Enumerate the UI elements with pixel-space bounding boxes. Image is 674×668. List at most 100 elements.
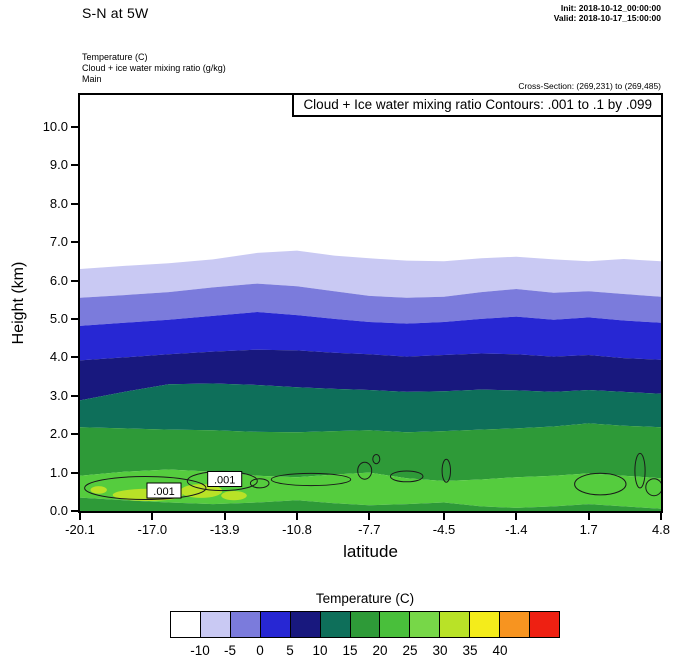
x-tick-label: -13.9 [209, 522, 240, 537]
colorbar-cell [170, 611, 201, 638]
valid-time: Valid: 2018-10-17_15:00:00 [553, 13, 661, 23]
temp-band-minus10-to-minus5C [80, 250, 661, 298]
x-tick-mark [79, 513, 81, 520]
x-tick-label: 1.7 [579, 522, 598, 537]
y-tick-mark [71, 394, 78, 397]
cloud-contour-line [389, 470, 424, 483]
cloud-contour-line [249, 478, 270, 489]
field-labels: Temperature (C) Cloud + ice water mixing… [82, 52, 226, 85]
y-tick-mark [71, 433, 78, 436]
y-tick-mark [71, 125, 78, 128]
x-tick-label: -17.0 [137, 522, 168, 537]
y-tick-label: 3.0 [49, 387, 68, 403]
y-tick-mark [71, 510, 78, 512]
colorbar-cell [469, 611, 501, 638]
colorbar-label: 35 [462, 643, 478, 658]
y-tick-label: 10.0 [42, 118, 68, 134]
y-tick-mark [71, 471, 78, 474]
colorbar-cell [319, 611, 351, 638]
warm-pocket-patch [180, 484, 223, 498]
cloud-contour-line [357, 461, 373, 480]
cloud-contour-line [372, 454, 381, 465]
y-tick-label: 7.0 [49, 234, 68, 250]
cloud-contour-line [270, 472, 352, 487]
field-label-cloud-mixing-ratio: Cloud + ice water mixing ratio (g/kg) [82, 63, 226, 73]
colorbar-cell [409, 611, 441, 638]
x-tick-label: -20.1 [65, 522, 95, 537]
colorbar-cell [439, 611, 471, 638]
colorbar-label: -10 [190, 643, 210, 658]
colorbar-cell [379, 611, 411, 638]
x-tick-label: -1.4 [505, 522, 528, 537]
colorbar-label: -5 [223, 643, 236, 658]
contour-label-box [146, 482, 182, 499]
x-tick-mark [296, 513, 298, 520]
colorbar-cell [199, 611, 231, 638]
y-tick-mark [71, 202, 78, 205]
x-tick-mark [151, 513, 154, 520]
x-tick-mark [515, 513, 518, 520]
temp-band-surface-strip-15-to-20C [80, 497, 661, 511]
y-tick-label: 0.0 [49, 503, 68, 518]
field-label-domain: Main [82, 74, 102, 84]
temp-band-15-to-20C [80, 423, 661, 481]
x-tick-mark [443, 513, 445, 520]
cross-section-text: Cross-Section: (269,231) to (269,485) [518, 81, 661, 91]
init-time: Init: 2018-10-12_00:00:00 [560, 3, 661, 13]
y-tick-label: 1.0 [49, 464, 68, 480]
y-tick-label: 9.0 [49, 157, 68, 173]
cloud-contour-line [441, 458, 451, 483]
colorbar-label: 0 [256, 643, 264, 658]
temp-band-0-to-5C [80, 312, 661, 361]
y-tick-mark [71, 356, 78, 359]
warm-pocket-patch [90, 486, 107, 494]
temp-band-10-to-15C [80, 383, 661, 433]
y-tick-label: 5.0 [49, 310, 68, 326]
colorbar-label: 30 [432, 643, 448, 658]
colorbar-label: 10 [312, 643, 328, 658]
x-tick-label: 4.8 [651, 522, 671, 537]
colorbar-label: 5 [286, 643, 294, 658]
temp-band-minus5-to-0C [80, 283, 661, 326]
x-tick-mark [223, 513, 226, 520]
colorbar-cell [349, 611, 381, 638]
colorbar-cell [259, 611, 291, 638]
colorbar-cell [289, 611, 321, 638]
contour-label-box [207, 471, 243, 487]
contour-label: .001 [214, 475, 235, 487]
y-tick-mark [71, 241, 78, 244]
warm-pocket-patch [221, 491, 247, 501]
colorbar-title: Temperature (C) [315, 591, 415, 606]
contour-title-box: Cloud + Ice water mixing ratio Contours:… [292, 93, 663, 117]
field-label-temperature: Temperature (C) [82, 52, 148, 62]
y-tick-mark [71, 164, 78, 167]
x-tick-label: -4.5 [432, 522, 456, 537]
colorbar [170, 611, 560, 638]
x-tick-label: -7.7 [358, 522, 381, 537]
colorbar-label: 40 [492, 643, 508, 658]
y-tick-label: 4.0 [49, 349, 68, 365]
y-tick-label: 8.0 [49, 195, 68, 211]
temp-band-5-to-10C [80, 349, 661, 401]
colorbar-label: 25 [402, 643, 418, 658]
y-tick-label: 2.0 [49, 426, 68, 442]
contour-plot-svg: .001 .001 [80, 95, 661, 511]
y-tick-mark [71, 317, 78, 320]
x-tick-mark [587, 513, 590, 520]
cloud-contour-line [84, 476, 207, 500]
colorbar-cell [229, 611, 261, 638]
temp-band-below-minus10C [80, 95, 661, 269]
contour-label: .001 [153, 486, 174, 498]
init-valid-text: Init: 2018-10-12_00:00:00 Valid: 2018-10… [554, 3, 661, 23]
x-tick-mark [660, 513, 662, 520]
y-tick-label: 6.0 [49, 272, 68, 288]
colorbar-label: 15 [342, 643, 358, 658]
colorbar-cell [499, 611, 531, 638]
y-tick-mark [71, 279, 78, 282]
x-tick-label: -10.8 [282, 522, 312, 537]
page-title: S-N at 5W [82, 5, 149, 21]
plot-area: .001 .001 Cloud + Ice water mixing ratio … [78, 93, 663, 513]
x-tick-mark [368, 513, 371, 520]
colorbar-label: 20 [372, 643, 388, 658]
